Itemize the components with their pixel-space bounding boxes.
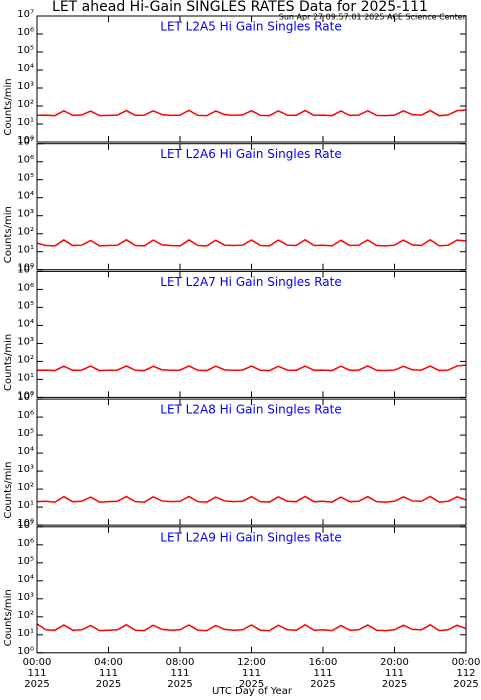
- plot-frame: [36, 398, 467, 526]
- y-axis-label: Counts/min: [3, 462, 14, 519]
- y-tick-label: 10³: [17, 336, 34, 347]
- y-tick-label: 10²: [17, 227, 34, 238]
- y-tick-label: 10⁰: [17, 263, 34, 274]
- x-tick-label: 12:00 111 2025: [237, 657, 266, 690]
- y-tick-label: 10¹: [17, 500, 34, 511]
- y-tick-label: 10⁰: [17, 518, 34, 529]
- y-tick-label: 10⁰: [17, 390, 34, 401]
- y-tick-label: 10⁰: [17, 135, 34, 146]
- y-tick-label: 10⁷: [17, 520, 34, 531]
- data-line: [36, 495, 467, 503]
- y-axis-label: Counts/min: [3, 334, 14, 391]
- data-line: [36, 364, 467, 372]
- y-tick-label: 10¹: [17, 372, 34, 383]
- x-tick-label: 20:00 111 2025: [380, 657, 409, 690]
- y-tick-label: 10³: [17, 209, 34, 220]
- y-tick-label: 10⁴: [17, 318, 34, 329]
- x-tick-label: 00:00 111 2025: [23, 657, 52, 690]
- panel-title: LET L2A5 Hi Gain Singles Rate: [160, 20, 341, 34]
- plot-frame: [36, 270, 467, 398]
- plot-frame: [36, 526, 467, 654]
- x-axis-label: UTC Day of Year: [212, 686, 293, 697]
- y-tick-label: 10⁵: [17, 556, 34, 567]
- y-tick-label: 10⁷: [17, 9, 34, 20]
- timestamp: Sun Apr 27 09:57:01 2025 ACE Science Cen…: [279, 13, 467, 22]
- y-tick-label: 10⁴: [17, 63, 34, 74]
- panel-title: LET L2A8 Hi Gain Singles Rate: [160, 403, 341, 417]
- panel-title: LET L2A7 Hi Gain Singles Rate: [160, 275, 341, 289]
- x-tick-label: 08:00 111 2025: [166, 657, 195, 690]
- y-tick-label: 10⁷: [17, 264, 34, 275]
- y-tick-label: 10³: [17, 81, 34, 92]
- y-axis-label: Counts/min: [3, 78, 14, 135]
- y-tick-label: 10⁵: [17, 300, 34, 311]
- page-title: LET ahead Hi-Gain SINGLES RATES Data for…: [52, 0, 428, 15]
- y-tick-label: 10⁶: [17, 155, 34, 166]
- y-tick-label: 10⁰: [17, 646, 34, 657]
- y-tick-label: 10⁶: [17, 410, 34, 421]
- y-tick-label: 10¹: [17, 117, 34, 128]
- y-tick-label: 10⁴: [17, 574, 34, 585]
- y-axis-label: Counts/min: [3, 206, 14, 263]
- plot-frame: [36, 143, 467, 271]
- x-tick-label: 04:00 111 2025: [94, 657, 123, 690]
- y-axis-label: Counts/min: [3, 589, 14, 646]
- data-line: [36, 238, 467, 247]
- y-tick-label: 10³: [17, 592, 34, 603]
- y-tick-label: 10⁶: [17, 27, 34, 38]
- y-tick-label: 10²: [17, 482, 34, 493]
- data-line: [36, 623, 467, 632]
- panel-title: LET L2A9 Hi Gain Singles Rate: [160, 530, 341, 544]
- y-tick-label: 10⁵: [17, 45, 34, 56]
- y-tick-label: 10¹: [17, 628, 34, 639]
- y-tick-label: 10⁵: [17, 428, 34, 439]
- y-tick-label: 10⁴: [17, 191, 34, 202]
- x-tick-label: 16:00 111 2025: [309, 657, 338, 690]
- y-tick-label: 10²: [17, 99, 34, 110]
- y-tick-label: 10³: [17, 464, 34, 475]
- y-tick-label: 10⁴: [17, 446, 34, 457]
- y-tick-label: 10⁵: [17, 173, 34, 184]
- plot-frame: [36, 15, 467, 143]
- y-tick-label: 10⁶: [17, 538, 34, 549]
- y-tick-label: 10⁷: [17, 137, 34, 148]
- y-tick-label: 10²: [17, 354, 34, 365]
- x-tick-label: 00:00 112 2025: [452, 657, 481, 690]
- y-tick-label: 10⁷: [17, 392, 34, 403]
- y-tick-label: 10⁶: [17, 282, 34, 293]
- panel-title: LET L2A6 Hi Gain Singles Rate: [160, 147, 341, 161]
- data-line: [36, 109, 467, 117]
- y-tick-label: 10¹: [17, 245, 34, 256]
- y-tick-label: 10²: [17, 610, 34, 621]
